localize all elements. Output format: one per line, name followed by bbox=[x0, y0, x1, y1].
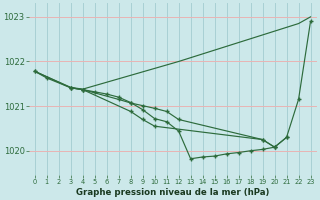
X-axis label: Graphe pression niveau de la mer (hPa): Graphe pression niveau de la mer (hPa) bbox=[76, 188, 269, 197]
